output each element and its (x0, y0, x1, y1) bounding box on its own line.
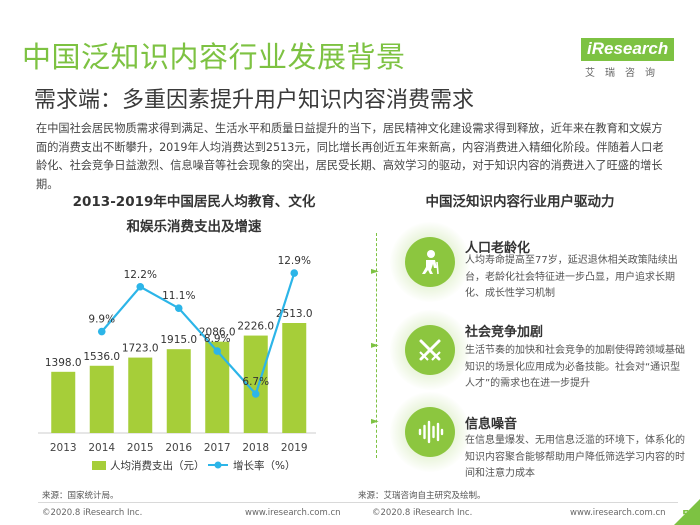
growth-value-label: 12.9% (278, 255, 311, 267)
bar-value-label: 2226.0 (237, 321, 274, 333)
bar-value-label: 1536.0 (83, 351, 120, 363)
driver-desc: 在信息量爆发、无用信息泛滥的环境下，体系化的知识内容聚合能够帮助用户降低筛选学习… (465, 435, 685, 479)
legend-bar-swatch (92, 461, 106, 470)
timeline-dashed-line (376, 233, 377, 458)
chart-title: 2013-2019年中国居民人均教育、文化 和娱乐消费支出及增速 (44, 190, 344, 240)
chart-title-line2: 和娱乐消费支出及增速 (126, 219, 262, 235)
legend-line-label: 增长率（%） (233, 459, 295, 472)
crossed-swords-icon (405, 325, 455, 375)
x-tick-label: 2015 (127, 442, 154, 454)
bar (89, 365, 114, 433)
growth-line (100, 272, 296, 397)
logo-subtext: 艾瑞咨询 (585, 68, 665, 79)
growth-point (213, 347, 222, 355)
footer-copyright: ©2020.8 iResearch Inc. (42, 508, 143, 518)
chart-source: 来源：国家统计局。 (42, 491, 119, 501)
chevron-right-icon: ► (371, 416, 379, 427)
driver-title: 人口老龄化 (465, 241, 531, 256)
intro-paragraph: 在中国社会居民物质需求得到满足、生活水平和质量日益提升的当下，居民精神文化建设需… (36, 122, 664, 191)
chevron-right-icon: ► (371, 340, 379, 351)
x-tick-label: 2019 (281, 442, 308, 454)
growth-value-label: 6.7% (242, 376, 269, 388)
legend-line-marker (214, 461, 222, 469)
bar (282, 323, 307, 433)
driver-title: 社会竞争加剧 (465, 325, 544, 340)
bar-value-label: 1723.0 (122, 343, 159, 355)
iresearch-logo: iResearch 艾瑞咨询 (575, 38, 675, 82)
bar (128, 357, 153, 433)
consumption-chart: 1398.0 2013 1536.0 2014 1723.0 2015 1915.0 2016… (38, 255, 316, 472)
bar (205, 341, 230, 433)
footer-url: www.iresearch.com.cn (570, 508, 666, 518)
driver-desc: 人均寿命提高至77岁，延迟退休相关政策陆续出台，老龄化社会特征进一步凸显，用户追… (465, 255, 678, 299)
legend-bar-label: 人均消费支出（元） (110, 459, 205, 472)
bar-value-label: 2513.0 (276, 308, 313, 320)
bar (166, 349, 191, 433)
growth-point (251, 390, 260, 398)
growth-value-label: 9.9% (88, 314, 115, 326)
page-subtitle: 需求端：多重因素提升用户知识内容消费需求 (34, 88, 475, 113)
bar-value-label: 1398.0 (45, 357, 82, 369)
x-tick-label: 2016 (165, 442, 192, 454)
sound-wave-icon (405, 407, 455, 457)
growth-value-label: 8.9% (204, 333, 231, 345)
growth-point (136, 282, 145, 291)
chevron-right-icon: ► (371, 266, 379, 277)
x-tick-label: 2017 (204, 442, 231, 454)
bar-value-label: 2086.0 (199, 327, 236, 339)
x-tick-label: 2014 (88, 442, 115, 454)
footer-divider (38, 502, 678, 503)
drivers-title: 中国泛知识内容行业用户驱动力 (425, 194, 615, 210)
growth-value-label: 12.2% (124, 269, 157, 281)
drivers-source: 来源：艾瑞咨询自主研究及绘制。 (358, 491, 486, 501)
elderly-icon (405, 237, 455, 287)
page-title: 中国泛知识内容行业发展背景 (22, 40, 406, 74)
corner-decoration (674, 499, 700, 525)
x-tick-label: 2013 (50, 442, 77, 454)
growth-point (290, 269, 299, 277)
chart-title-line1: 2013-2019年中国居民人均教育、文化 (72, 194, 316, 210)
logo-text: iResearch (581, 38, 675, 61)
footer-copyright: ©2020.8 iResearch Inc. (372, 508, 473, 518)
footer-url: www.iresearch.com.cn (245, 508, 341, 518)
driver-title: 信息噪音 (465, 417, 518, 432)
growth-point (97, 327, 106, 336)
bar (51, 371, 76, 433)
driver-desc: 生活节奏的加快和社会竞争的加剧使得跨领域基础知识的场景化应用成为必备技能。社会对… (465, 345, 685, 389)
x-tick-label: 2018 (242, 442, 269, 454)
growth-value-label: 11.1% (162, 290, 195, 302)
growth-point (174, 304, 183, 312)
bar-value-label: 1915.0 (160, 334, 197, 346)
